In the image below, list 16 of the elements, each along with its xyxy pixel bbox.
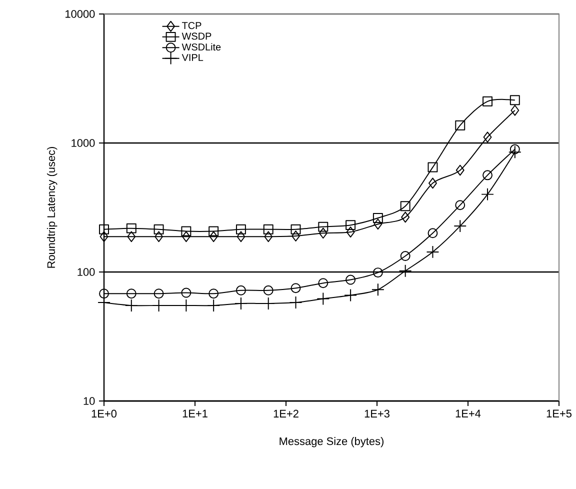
legend-label: WSDP	[182, 32, 212, 40]
x-tick-label: 1E+2	[274, 410, 298, 418]
y-tick-label: 10000	[66, 10, 95, 18]
x-tick-label: 1E+4	[456, 410, 481, 418]
y-tick-label: 10	[84, 397, 95, 405]
legend-label: WSDLite	[182, 43, 221, 51]
y-tick-label: 1000	[72, 139, 95, 147]
y-axis-title: Roundtrip Latency (usec)	[46, 146, 58, 268]
legend-label: TCP	[182, 22, 202, 30]
x-tick-label: 1E+5	[546, 410, 572, 418]
x-tick-label: 1E+3	[364, 410, 390, 418]
x-axis-title: Message Size (bytes)	[280, 437, 384, 448]
x-tick-label: 1E+1	[182, 410, 208, 418]
x-tick-label: 1E+0	[92, 410, 117, 418]
y-tick-label: 100	[78, 268, 95, 276]
legend-label: VIPL	[182, 54, 204, 61]
